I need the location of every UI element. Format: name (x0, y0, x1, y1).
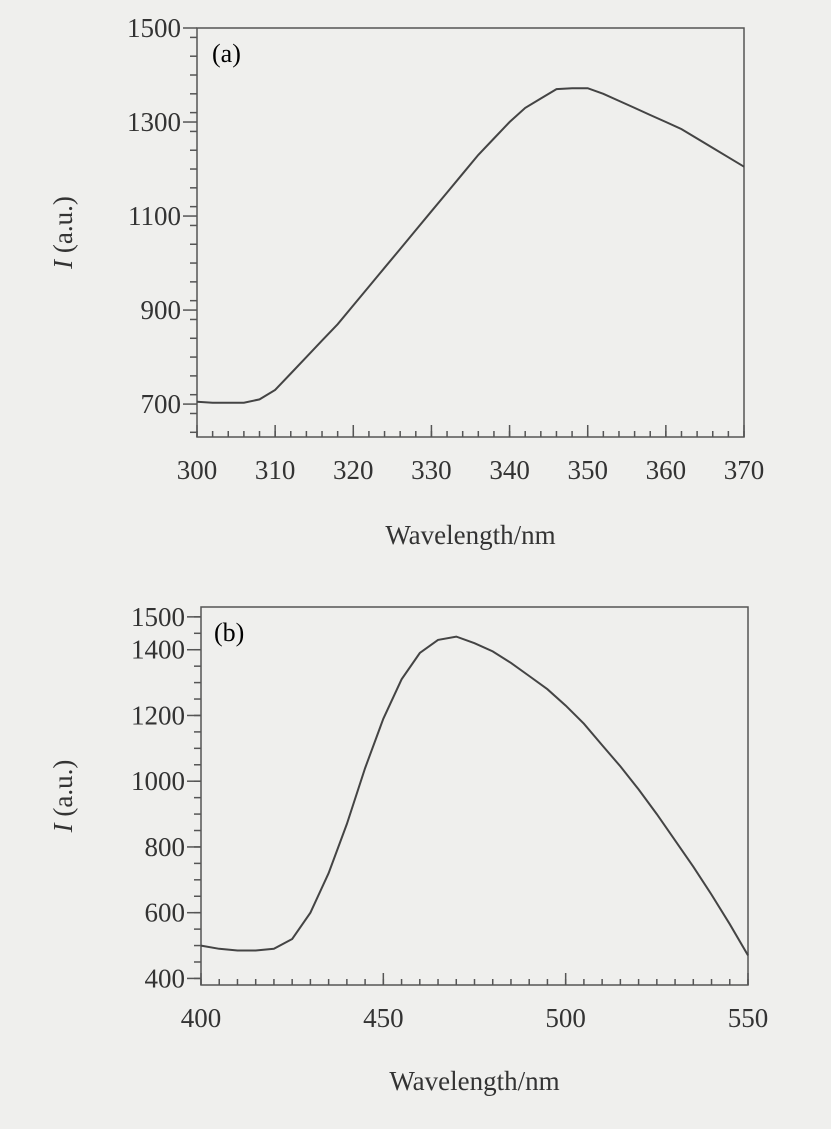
x-tick-label: 330 (411, 455, 452, 485)
x-axis-title: Wavelength/nm (389, 1066, 559, 1096)
y-axis-title: I (a.u.) (48, 196, 78, 270)
chart-panel-a: 300 310 320 330 340 350 360 370 700 900 1100 1300 15… (48, 13, 764, 550)
series-line (196, 87, 745, 404)
y-tick-label: 1300 (127, 107, 181, 137)
y-tick-label: 700 (141, 389, 182, 419)
y-axis-title-symbol: I (48, 821, 78, 833)
y-tick-label: 1400 (131, 635, 185, 665)
x-tick-label: 500 (545, 1003, 586, 1033)
y-tick-label: 400 (145, 963, 186, 993)
x-tick-label: 300 (177, 455, 218, 485)
plot-frame (196, 27, 745, 438)
y-axis-title: I (a.u.) (48, 760, 78, 834)
y-tick-label: 1000 (131, 766, 185, 796)
panel-label: (b) (214, 618, 244, 647)
y-tick-label: 800 (145, 832, 186, 862)
x-tick-label: 310 (255, 455, 296, 485)
x-tick-label: 450 (363, 1003, 404, 1033)
panel-label: (a) (212, 39, 241, 68)
x-tick-label: 350 (567, 455, 608, 485)
y-tick-label: 1500 (127, 13, 181, 43)
y-axis-title-unit: (a.u.) (48, 196, 78, 260)
y-tick-label: 1500 (131, 602, 185, 632)
x-tick-label: 550 (728, 1003, 769, 1033)
x-tick-label: 340 (489, 455, 530, 485)
y-tick-label: 1100 (128, 201, 181, 231)
plot-frame (200, 606, 749, 986)
y-tick-label: 600 (145, 898, 186, 928)
y-axis-title-unit: (a.u.) (48, 760, 78, 824)
x-tick-label: 320 (333, 455, 374, 485)
y-axis-title-symbol: I (48, 258, 78, 270)
x-tick-label: 400 (181, 1003, 222, 1033)
y-tick-label: 900 (141, 295, 182, 325)
series-line (200, 635, 749, 956)
x-tick-label: 370 (724, 455, 765, 485)
y-tick-label: 1200 (131, 700, 185, 730)
x-axis-title: Wavelength/nm (385, 520, 555, 550)
x-tick-label: 360 (646, 455, 687, 485)
